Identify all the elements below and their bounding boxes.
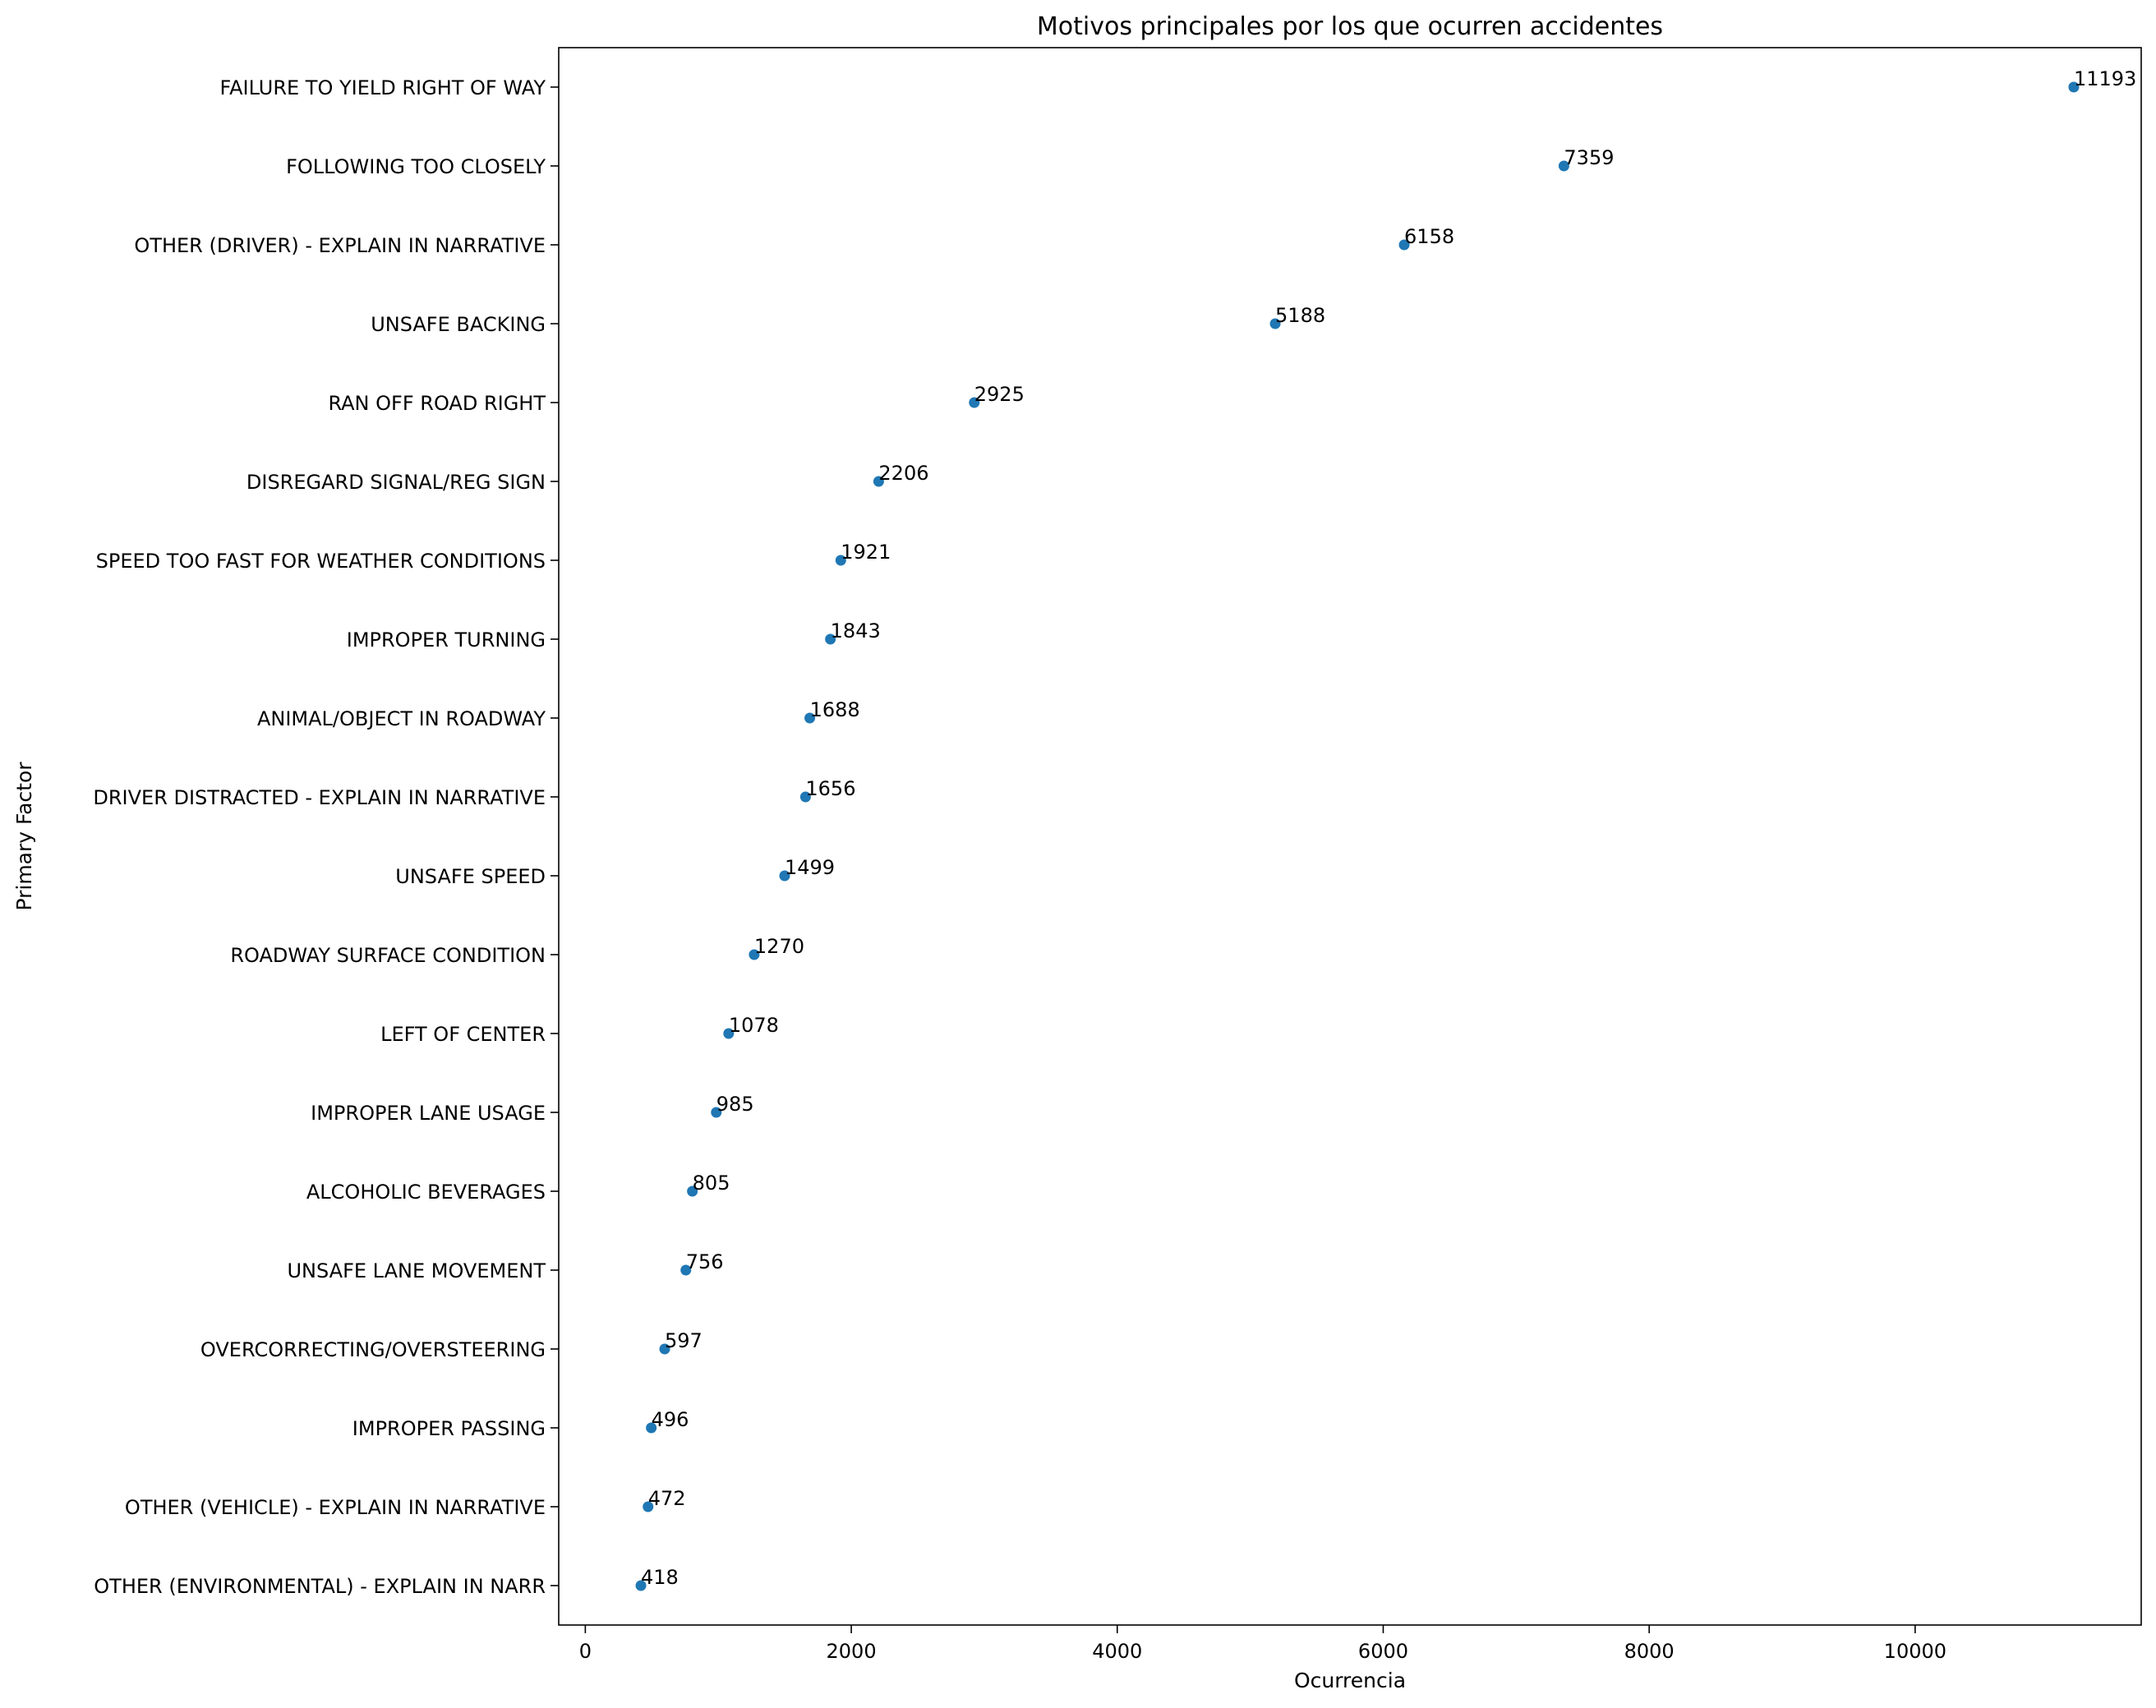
data-label: 985 [716,1093,754,1116]
y-tick-label: IMPROPER LANE USAGE [311,1102,546,1125]
data-point [1269,318,1281,329]
y-axis-ticks: FAILURE TO YIELD RIGHT OF WAY FOLLOWING T… [93,76,559,1598]
data-label: 1499 [785,856,835,879]
data-label: 496 [652,1408,689,1431]
data-point [873,476,884,487]
x-axis-label: Ocurrencia [1294,1669,1406,1692]
data-label: 1656 [805,777,855,800]
data-point [969,397,980,408]
data-label: 756 [686,1250,724,1273]
x-tick-label: 6000 [1358,1640,1408,1663]
data-label: 472 [648,1487,686,1510]
data-point [643,1501,654,1512]
data-label: 5188 [1275,304,1325,327]
y-tick-label: DRIVER DISTRACTED - EXPLAIN IN NARRATIVE [93,786,546,809]
data-point [687,1185,698,1197]
data-label: 1921 [841,541,891,564]
data-labels: 11193 7359 6158 5188 2925 2206 1921 1843 1688 165… [641,67,2136,1589]
data-label: 11193 [2074,67,2136,90]
y-axis-label: Primary Factor [12,762,36,911]
data-point [835,555,846,566]
data-label: 1078 [729,1014,779,1037]
data-label: 6158 [1404,225,1454,248]
plot-frame [558,47,2142,1626]
data-point [646,1422,657,1434]
data-point [680,1264,692,1276]
data-point [1558,160,1569,172]
y-tick-label: FOLLOWING TOO CLOSELY [286,155,546,178]
y-tick-label: ROADWAY SURFACE CONDITION [230,944,546,967]
data-label: 597 [665,1329,703,1352]
y-tick-label: ALCOHOLIC BEVERAGES [306,1181,546,1204]
y-tick-label: OVERCORRECTING/OVERSTEERING [200,1338,546,1361]
y-tick-label: SPEED TOO FAST FOR WEATHER CONDITIONS [96,550,546,573]
data-point [825,633,836,645]
data-label: 418 [641,1566,679,1589]
data-point [799,791,811,803]
data-point [2068,81,2080,93]
data-label: 2206 [878,462,928,485]
data-label: 1688 [810,698,860,721]
data-label: 1270 [754,935,804,958]
data-point [779,870,790,882]
x-tick-label: 8000 [1624,1640,1675,1663]
y-tick-label: IMPROPER TURNING [347,628,546,651]
data-point [1398,239,1410,251]
data-label: 7359 [1564,146,1614,169]
y-tick-label: UNSAFE LANE MOVEMENT [287,1259,546,1282]
data-point [711,1107,722,1118]
data-label: 1843 [831,619,881,642]
y-tick-label: OTHER (VEHICLE) - EXPLAIN IN NARRATIVE [125,1496,546,1519]
y-tick-label: RAN OFF ROAD RIGHT [328,392,546,415]
y-tick-label: LEFT OF CENTER [380,1023,546,1046]
x-tick-label: 4000 [1092,1640,1142,1663]
x-tick-label: 0 [579,1640,592,1663]
data-point [723,1028,735,1039]
y-tick-label: UNSAFE SPEED [395,865,546,888]
y-tick-label: ANIMAL/OBJECT IN ROADWAY [257,707,546,730]
y-tick-label: OTHER (DRIVER) - EXPLAIN IN NARRATIVE [134,234,546,257]
data-points [635,81,2080,1591]
y-tick-label: OTHER (ENVIRONMENTAL) - EXPLAIN IN NARR [94,1575,546,1598]
data-point [749,949,760,960]
data-point [804,712,816,724]
y-tick-label: UNSAFE BACKING [371,313,546,336]
x-tick-label: 2000 [827,1640,877,1663]
y-tick-label: FAILURE TO YIELD RIGHT OF WAY [219,76,546,99]
data-label: 2925 [974,383,1025,406]
data-point [659,1343,670,1355]
x-axis-ticks: 0 2000 4000 6000 8000 10000 [579,1625,1946,1663]
x-tick-label: 10000 [1884,1640,1946,1663]
data-point [635,1580,647,1591]
y-tick-label: IMPROPER PASSING [352,1417,546,1440]
data-label: 805 [693,1172,730,1195]
y-tick-label: DISREGARD SIGNAL/REG SIGN [246,471,546,494]
chart-title: Motivos principales por los que ocurren … [1037,12,1663,41]
